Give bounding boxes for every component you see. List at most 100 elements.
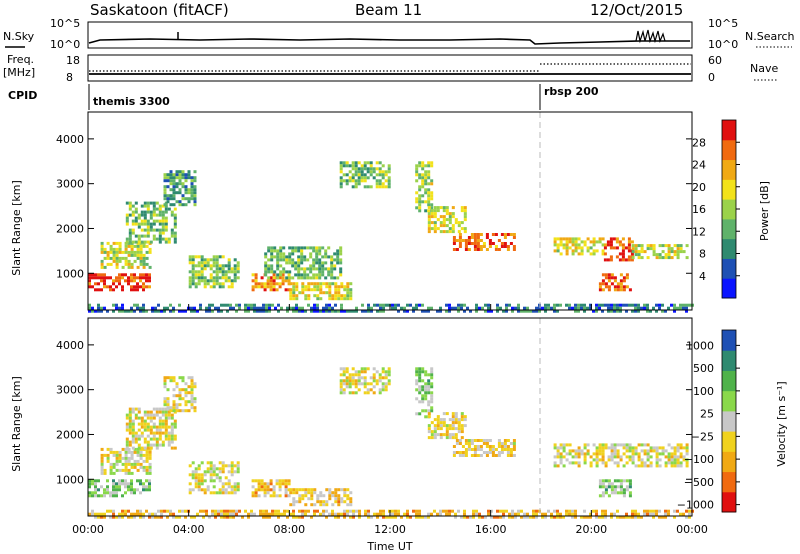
power-cell: [391, 303, 394, 307]
power-cell: [458, 239, 462, 242]
power-cell: [354, 161, 358, 165]
velocity-cell: [200, 482, 204, 486]
velocity-cell: [673, 464, 677, 468]
velocity-cell: [284, 479, 288, 483]
velocity-cell: [184, 403, 188, 407]
velocity-cell: [169, 406, 173, 410]
velocity-cell: [313, 488, 317, 492]
velocity-cell: [142, 465, 146, 469]
power-cell: [467, 242, 471, 245]
power-cell: [112, 288, 115, 292]
power-cell: [625, 276, 629, 280]
power-cell: [436, 227, 440, 231]
power-cell: [330, 264, 334, 268]
power-cell: [463, 215, 467, 219]
power-cell: [106, 241, 110, 245]
velocity-cell: [166, 403, 170, 407]
power-cell: [304, 294, 308, 298]
velocity-cell: [520, 509, 523, 513]
velocity-cell: [178, 388, 182, 392]
power-cell: [603, 258, 607, 262]
velocity-cell: [649, 446, 653, 450]
velocity-cell: [157, 509, 160, 513]
power-cell: [275, 282, 279, 286]
power-cell: [263, 285, 267, 289]
velocity-cell: [490, 509, 493, 513]
velocity-cell: [115, 482, 118, 486]
velocity-cell: [673, 515, 676, 519]
velocity-cell: [145, 488, 148, 492]
power-cell: [287, 273, 291, 277]
power-cell: [139, 309, 142, 313]
power-cell: [339, 161, 343, 165]
power-cell: [363, 164, 367, 168]
power-cell: [667, 256, 671, 260]
power-cell: [369, 170, 373, 174]
velocity-cell: [366, 391, 370, 395]
velocity-cell: [112, 485, 115, 489]
power-cell: [369, 167, 373, 171]
velocity-cell: [191, 488, 195, 492]
velocity-cell: [491, 448, 495, 451]
velocity-cell: [142, 482, 145, 486]
power-cell: [297, 270, 301, 274]
velocity-cell: [160, 509, 163, 513]
velocity-cell: [172, 406, 176, 410]
velocity-cell: [163, 382, 167, 386]
power-cell: [224, 270, 228, 274]
power-cell: [577, 306, 580, 310]
velocity-cell: [457, 418, 461, 422]
power-cell: [130, 265, 134, 269]
velocity-cell: [115, 485, 118, 489]
power-cell: [646, 244, 650, 248]
velocity-cell: [130, 479, 133, 483]
power-cell: [391, 306, 394, 310]
velocity-cell: [667, 455, 671, 459]
power-cell: [209, 267, 213, 271]
velocity-cell: [445, 433, 449, 437]
power-cell: [236, 276, 240, 280]
power-cell: [448, 230, 452, 234]
power-cell: [613, 288, 617, 292]
power-cell: [484, 309, 487, 313]
velocity-cell: [436, 415, 440, 419]
velocity-cell: [128, 425, 132, 429]
velocity-cell: [328, 488, 332, 492]
velocity-cell: [415, 373, 419, 377]
velocity-cell: [448, 424, 452, 428]
velocity-cell: [452, 454, 456, 457]
power-cell: [577, 237, 581, 241]
velocity-cell: [202, 515, 205, 519]
power-cell: [288, 258, 292, 262]
power-cell: [292, 291, 296, 295]
velocity-cell: [619, 491, 623, 495]
power-cell: [142, 276, 145, 280]
power-cell: [571, 252, 575, 256]
velocity-cell: [487, 512, 490, 516]
power-cell: [128, 207, 132, 211]
power-cell: [348, 170, 352, 174]
velocity-cell: [559, 458, 563, 462]
velocity-cell: [124, 462, 128, 466]
velocity-cell: [307, 488, 311, 492]
velocity-cell: [619, 488, 623, 492]
power-cell: [491, 233, 495, 236]
power-cell: [200, 270, 204, 274]
velocity-cell: [100, 447, 104, 451]
velocity-cell: [118, 482, 121, 486]
power-cell: [133, 279, 136, 283]
power-cell: [312, 261, 316, 265]
power-cell: [128, 213, 132, 217]
power-cell: [155, 219, 159, 223]
power-cell: [473, 242, 477, 245]
power-cell: [547, 306, 550, 310]
power-cell: [131, 213, 135, 217]
velocity-cell: [124, 450, 128, 454]
velocity-cell: [622, 491, 626, 495]
power-cell: [342, 173, 346, 177]
power-cell: [121, 306, 124, 310]
velocity-cell: [292, 488, 296, 492]
velocity-cell: [148, 465, 152, 469]
velocity-cell: [583, 455, 587, 459]
velocity-cell: [97, 488, 100, 492]
